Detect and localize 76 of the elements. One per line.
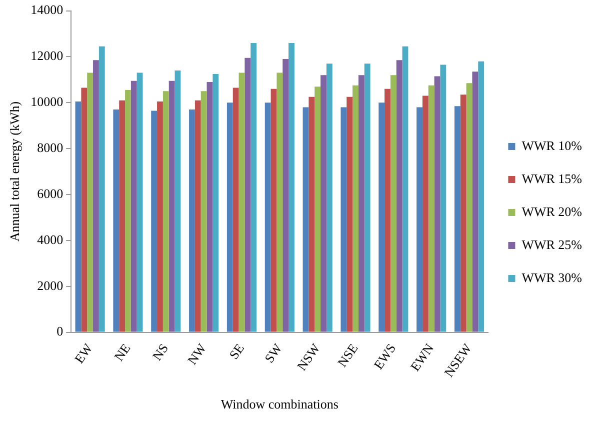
bar bbox=[282, 59, 289, 332]
y-tick-label: 14000 bbox=[30, 2, 64, 18]
bar bbox=[472, 72, 478, 332]
bar bbox=[212, 74, 219, 332]
bar bbox=[136, 72, 143, 332]
legend-label: WWR 20% bbox=[522, 204, 582, 219]
bar bbox=[250, 42, 257, 332]
x-axis-title: Window combinations bbox=[220, 396, 338, 412]
bar bbox=[466, 83, 472, 332]
bar bbox=[320, 75, 326, 332]
bar bbox=[113, 110, 120, 332]
bar bbox=[125, 90, 131, 332]
bar bbox=[302, 107, 309, 332]
bar bbox=[226, 102, 233, 332]
y-tick-label: 0 bbox=[56, 324, 64, 339]
bar bbox=[194, 100, 201, 332]
bar bbox=[358, 75, 364, 332]
legend-label: WWR 15% bbox=[522, 170, 582, 186]
bar bbox=[384, 88, 390, 332]
x-tick-label: SE bbox=[226, 340, 248, 362]
bar bbox=[478, 61, 484, 332]
bar bbox=[87, 72, 94, 332]
legend-label: WWR 30% bbox=[522, 270, 582, 285]
legend-label: WWR 10% bbox=[522, 138, 582, 153]
bar bbox=[157, 102, 163, 332]
bar bbox=[206, 82, 213, 332]
y-tick-label: 4000 bbox=[37, 232, 64, 247]
bar bbox=[346, 96, 353, 332]
y-tick-label: 12000 bbox=[30, 48, 64, 64]
bar bbox=[454, 106, 460, 332]
bar bbox=[93, 60, 99, 332]
bar bbox=[162, 91, 169, 332]
bar bbox=[75, 102, 82, 332]
bar bbox=[422, 96, 428, 332]
bar bbox=[232, 88, 239, 332]
bar bbox=[308, 96, 315, 332]
bar bbox=[174, 70, 181, 332]
x-tick-label: EW bbox=[71, 340, 96, 366]
bar bbox=[81, 88, 88, 332]
bar bbox=[428, 85, 434, 332]
x-tick-label: NE bbox=[111, 340, 134, 364]
bar bbox=[98, 46, 105, 332]
bar bbox=[288, 42, 294, 332]
y-tick-label: 10000 bbox=[30, 94, 64, 110]
bar bbox=[238, 72, 245, 332]
legend-label: WWR 25% bbox=[522, 236, 582, 252]
bar bbox=[390, 75, 396, 332]
bar bbox=[168, 80, 175, 332]
bar bbox=[200, 91, 207, 332]
bar bbox=[276, 72, 283, 332]
bar bbox=[352, 85, 358, 332]
bar bbox=[189, 110, 195, 332]
bar bbox=[151, 110, 158, 332]
x-tick-label: NW bbox=[184, 340, 210, 368]
bar bbox=[130, 80, 137, 332]
bar bbox=[340, 107, 347, 332]
bar bbox=[378, 102, 385, 332]
bar bbox=[326, 64, 332, 332]
bar bbox=[440, 64, 446, 332]
bar bbox=[364, 64, 370, 332]
x-tick-label: NS bbox=[149, 340, 172, 364]
bar bbox=[314, 86, 321, 332]
bar bbox=[270, 88, 277, 332]
bar bbox=[244, 58, 251, 332]
bar bbox=[396, 60, 402, 332]
y-tick-label: 6000 bbox=[37, 186, 64, 201]
y-tick-label: 2000 bbox=[37, 278, 64, 293]
bar bbox=[402, 46, 408, 332]
x-tick-label: SW bbox=[261, 340, 286, 366]
bar bbox=[434, 76, 440, 332]
bar bbox=[416, 107, 422, 332]
bar bbox=[460, 94, 466, 332]
y-tick-label: 8000 bbox=[37, 140, 64, 155]
bar bbox=[119, 100, 126, 332]
y-axis-title: Annual total energy (kWh) bbox=[7, 101, 22, 242]
bar bbox=[264, 102, 271, 332]
